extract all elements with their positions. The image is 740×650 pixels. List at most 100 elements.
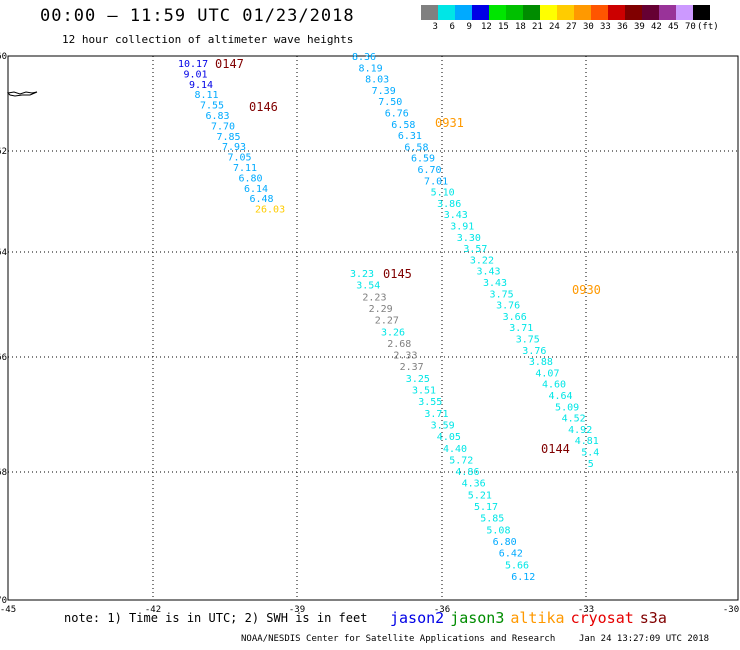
swh-value-label: 3.76 <box>496 301 520 312</box>
legend-swatch <box>591 5 608 20</box>
legend-label: 30 <box>583 22 594 32</box>
swh-value-label: 6.58 <box>391 120 415 131</box>
swh-value-label: 6.31 <box>398 131 422 142</box>
swh-value-label: 3.88 <box>529 357 553 368</box>
graticule <box>7 55 739 601</box>
legend-swatch <box>693 5 710 20</box>
pass-time-labels: 0147 0146 0931 0145 0930 0144 <box>215 57 601 456</box>
swh-value-label: 10.17 <box>178 59 208 70</box>
legend-swatch <box>574 5 591 20</box>
swh-value-label: 6.70 <box>418 165 442 176</box>
pass-time-label: 0144 <box>541 442 570 456</box>
swh-value-label: 9.14 <box>189 80 213 91</box>
swh-value-label: 7.01 <box>424 176 448 187</box>
lat-tick-label: -60 <box>0 52 7 62</box>
swh-value-label: 7.11 <box>233 163 257 174</box>
legend-swatch <box>421 5 438 20</box>
swh-value-label: 2.27 <box>375 316 399 327</box>
swh-value-label: 6.12 <box>511 572 535 583</box>
legend-label: 21 <box>532 22 543 32</box>
swh-value-label: 6.76 <box>385 109 409 120</box>
legend-swatch <box>540 5 557 20</box>
swh-value-label: 3.54 <box>356 281 380 292</box>
swh-value-label: 7.55 <box>200 101 224 112</box>
satellite-name-jason3: jason3 <box>450 609 505 627</box>
swh-value-label: 4.05 <box>437 432 461 443</box>
swh-value-label: 3.22 <box>470 255 494 266</box>
swh-value-label: 3.59 <box>431 420 455 431</box>
legend-swatch <box>455 5 472 20</box>
legend-swatch <box>625 5 642 20</box>
swh-value-label: 3.71 <box>509 323 533 334</box>
pass-time-label: 0147 <box>215 57 244 71</box>
swh-value-label: 3.75 <box>516 335 540 346</box>
units-note: note: 1) Time is in UTC; 2) SWH is in fe… <box>64 611 368 625</box>
swh-value-label: 3.25 <box>406 374 430 385</box>
legend-label: 18 <box>515 22 526 32</box>
swh-value-label: 26.03 <box>255 205 285 216</box>
legend-labels: 3 6 9 12 15 18 21 24 27 30 33 36 39 42 45 70 (ft) <box>421 20 740 34</box>
swh-value-label: 3.71 <box>424 409 448 420</box>
lon-tick-label: -30 <box>723 605 739 615</box>
swh-value-label: 4.40 <box>443 444 467 455</box>
swh-value-label: 7.05 <box>228 153 252 164</box>
lon-tick-label: -39 <box>289 605 305 615</box>
swh-value-label: 6.59 <box>411 154 435 165</box>
swh-value-label: 2.37 <box>400 362 424 373</box>
swh-value-label: 8.19 <box>359 63 383 74</box>
swh-value-label: 9.01 <box>184 69 208 80</box>
swh-value-label: 6.80 <box>493 537 517 548</box>
swh-value-label: 5.85 <box>480 514 504 525</box>
lat-tick-label: -70 <box>0 596 7 606</box>
swh-value-label: 3.43 <box>476 267 500 278</box>
swh-value-label: 4.64 <box>549 391 573 402</box>
track-0145: 3.233.542.232.292.273.262.682.332.373.25… <box>350 269 535 583</box>
wave-height-tracks: 10.179.019.148.117.556.837.707.857.937.0… <box>178 52 599 583</box>
swh-value-label: 5.17 <box>474 502 498 513</box>
axis-tick-labels: -45 -42 -39 -36 -33 -30 -60 -62 -64 -66 -68 -70 <box>0 52 739 615</box>
color-scale-legend: 3 6 9 12 15 18 21 24 27 30 33 36 39 42 45 70 (ft) <box>421 5 740 34</box>
legend-swatch <box>642 5 659 20</box>
satellite-name-s3a: s3a <box>639 609 667 627</box>
lat-tick-label: -68 <box>0 468 7 478</box>
swh-value-label: 5.10 <box>431 188 455 199</box>
generated-timestamp: Jan 24 13:27:09 UTC 2018 <box>579 634 710 644</box>
swh-value-label: 2.68 <box>387 339 411 350</box>
legend-swatch <box>489 5 506 20</box>
credit-line: NOAA/NESDIS Center for Satellite Applica… <box>241 634 556 644</box>
swh-value-label: 5.4 <box>581 448 599 459</box>
pass-time-label: 0931 <box>435 116 464 130</box>
track-0147: 10.179.019.148.117.556.837.707.857.937.0… <box>178 59 285 216</box>
swh-value-label: 3.43 <box>483 278 507 289</box>
legend-label: 15 <box>498 22 509 32</box>
swh-value-label: 6.83 <box>206 111 230 122</box>
track-0931: 8.368.198.037.397.506.766.586.316.586.59… <box>352 52 599 470</box>
pass-time-label: 0146 <box>249 100 278 114</box>
page-subtitle: 12 hour collection of altimeter wave hei… <box>62 33 354 46</box>
legend-label: 42 <box>651 22 662 32</box>
swh-value-label: 3.43 <box>444 210 468 221</box>
map-frame <box>7 55 739 601</box>
pass-time-label: 0145 <box>383 267 412 281</box>
swh-value-label: 8.36 <box>352 52 376 63</box>
swh-value-label: 3.30 <box>457 233 481 244</box>
swh-value-label: 5.09 <box>555 402 579 413</box>
swh-value-label: 8.03 <box>365 75 389 86</box>
swh-value-label: 5.08 <box>486 525 510 536</box>
legend-swatch <box>523 5 540 20</box>
legend-label: 70 <box>685 22 696 32</box>
swh-value-label: 3.23 <box>350 269 374 280</box>
legend-swatch <box>676 5 693 20</box>
legend-label: 33 <box>600 22 611 32</box>
swh-value-label: 3.55 <box>418 397 442 408</box>
legend-label: 24 <box>549 22 560 32</box>
legend-label: 27 <box>566 22 577 32</box>
lat-tick-label: -66 <box>0 353 7 363</box>
legend-label: 3 <box>432 22 438 32</box>
lat-tick-label: -64 <box>0 248 7 258</box>
swh-value-label: 5.72 <box>449 455 473 466</box>
swh-value-label: 4.60 <box>542 380 566 391</box>
swh-value-label: 4.86 <box>455 467 479 478</box>
swh-value-label: 2.23 <box>362 292 386 303</box>
swh-value-label: 2.29 <box>369 304 393 315</box>
